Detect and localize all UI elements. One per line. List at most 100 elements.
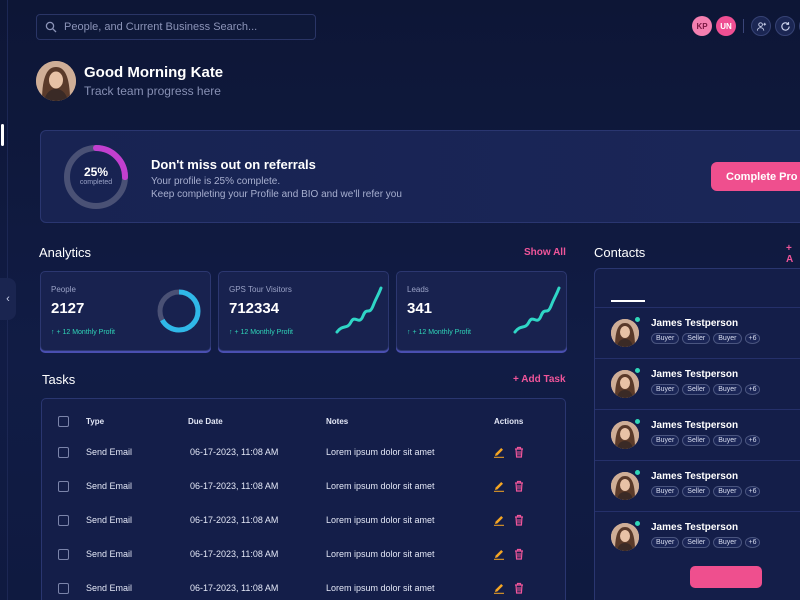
avatar: [611, 319, 639, 347]
edit-icon[interactable]: [493, 446, 505, 458]
delete-icon[interactable]: [513, 480, 525, 492]
stat-value: 341: [407, 300, 433, 317]
refresh-button[interactable]: [775, 16, 795, 36]
table-row[interactable]: Send Email 06-17-2023, 11:08 AM Lorem ip…: [42, 480, 567, 515]
contact-name: James Testperson: [651, 420, 739, 431]
row-checkbox[interactable]: [58, 447, 69, 458]
table-row[interactable]: Send Email 06-17-2023, 11:08 AM Lorem ip…: [42, 582, 567, 600]
task-notes: Lorem ipsum dolor sit amet: [326, 447, 435, 457]
column-header-actions: Actions: [494, 417, 524, 426]
contacts-title: Contacts: [594, 245, 646, 260]
tag: Buyer: [713, 333, 742, 344]
tag: Buyer: [651, 486, 680, 497]
add-task-link[interactable]: + Add Task: [513, 374, 566, 385]
contact-photo-icon: [611, 319, 639, 347]
more-tags-badge[interactable]: +6: [744, 537, 761, 548]
delete-icon[interactable]: [513, 548, 525, 560]
stat-card-people[interactable]: People 2127 ↑ + 12 Monthly Profit: [40, 271, 211, 351]
more-tags-badge[interactable]: +6: [744, 333, 761, 344]
referral-text-line1: Your profile is 25% complete.: [151, 176, 281, 187]
row-checkbox[interactable]: [58, 583, 69, 594]
stat-trend: ↑ + 12 Monthly Profit: [51, 329, 116, 336]
task-type: Send Email: [86, 447, 133, 457]
more-tags-badge[interactable]: +6: [744, 384, 761, 395]
contact-tags: Buyer Seller Buyer +6: [651, 537, 761, 548]
user-avatar-un[interactable]: UN: [716, 16, 736, 36]
list-item[interactable]: James Testperson Buyer Seller Buyer +6: [595, 358, 800, 409]
person-add-icon: [756, 21, 766, 31]
online-status-dot: [634, 418, 641, 425]
online-status-dot: [634, 469, 641, 476]
contact-name: James Testperson: [651, 318, 739, 329]
task-type: Send Email: [86, 549, 133, 559]
add-person-button[interactable]: [751, 16, 771, 36]
list-item[interactable]: James Testperson Buyer Seller Buyer +6: [595, 409, 800, 460]
tag: Buyer: [713, 486, 742, 497]
view-more-contacts-button[interactable]: [690, 566, 762, 588]
tag: Seller: [682, 384, 711, 395]
tag: Seller: [682, 333, 711, 344]
online-status-dot: [634, 520, 641, 527]
avatar: [611, 523, 639, 551]
sidebar-toggle-button[interactable]: ‹: [0, 278, 16, 320]
contact-photo-icon: [611, 421, 639, 449]
task-notes: Lorem ipsum dolor sit amet: [326, 549, 435, 559]
profile-avatar[interactable]: [36, 61, 76, 101]
refresh-icon: [780, 21, 790, 31]
task-notes: Lorem ipsum dolor sit amet: [326, 583, 435, 593]
complete-profile-button[interactable]: Complete Pro: [711, 162, 800, 191]
delete-icon[interactable]: [513, 514, 525, 526]
row-checkbox[interactable]: [58, 481, 69, 492]
edit-icon[interactable]: [493, 514, 505, 526]
more-tags-badge[interactable]: +6: [744, 435, 761, 446]
tasks-table: Type Due Date Notes Actions Send Email 0…: [41, 398, 566, 600]
referral-banner: 25% completed Don't miss out on referral…: [40, 130, 800, 223]
table-row[interactable]: Send Email 06-17-2023, 11:08 AM Lorem ip…: [42, 446, 567, 481]
user-avatar-kp[interactable]: KP: [692, 16, 712, 36]
stat-label: Leads: [407, 285, 429, 294]
people-donut-chart: [157, 289, 201, 333]
tag: Seller: [682, 435, 711, 446]
task-due-date: 06-17-2023, 11:08 AM: [190, 549, 279, 559]
edit-icon[interactable]: [493, 582, 505, 594]
list-item[interactable]: James Testperson Buyer Seller Buyer +6: [595, 307, 800, 358]
tag: Buyer: [651, 537, 680, 548]
add-contact-link[interactable]: + A: [786, 243, 794, 265]
contact-name: James Testperson: [651, 522, 739, 533]
edit-icon[interactable]: [493, 480, 505, 492]
profile-progress-ring: [64, 145, 128, 209]
task-type: Send Email: [86, 515, 133, 525]
stat-value: 2127: [51, 300, 85, 317]
list-item[interactable]: James Testperson Buyer Seller Buyer +6: [595, 511, 800, 562]
table-row[interactable]: Send Email 06-17-2023, 11:08 AM Lorem ip…: [42, 514, 567, 549]
row-checkbox[interactable]: [58, 549, 69, 560]
progress-percent: 25%: [83, 165, 109, 179]
edit-icon[interactable]: [493, 548, 505, 560]
contact-photo-icon: [611, 370, 639, 398]
tasks-title: Tasks: [42, 372, 76, 387]
list-item[interactable]: James Testperson Buyer Seller Buyer +6: [595, 460, 800, 511]
task-notes: Lorem ipsum dolor sit amet: [326, 481, 435, 491]
contact-tags: Buyer Seller Buyer +6: [651, 384, 761, 395]
online-status-dot: [634, 316, 641, 323]
show-all-link[interactable]: Show All: [524, 247, 566, 258]
contact-tags: Buyer Seller Buyer +6: [651, 486, 761, 497]
delete-icon[interactable]: [513, 582, 525, 594]
stat-card-leads[interactable]: Leads 341 ↑ + 12 Monthly Profit: [396, 271, 567, 351]
delete-icon[interactable]: [513, 446, 525, 458]
table-row[interactable]: Send Email 06-17-2023, 11:08 AM Lorem ip…: [42, 548, 567, 583]
select-all-checkbox[interactable]: [58, 416, 69, 427]
stat-card-gps-visitors[interactable]: GPS Tour Visitors 712334 ↑ + 12 Monthly …: [218, 271, 389, 351]
row-checkbox[interactable]: [58, 515, 69, 526]
tag: Buyer: [713, 435, 742, 446]
search-input[interactable]: [64, 21, 304, 33]
active-nav-indicator: [1, 124, 4, 146]
more-tags-badge[interactable]: +6: [744, 486, 761, 497]
referral-text-line2: Keep completing your Profile and BIO and…: [151, 189, 402, 200]
contact-name: James Testperson: [651, 471, 739, 482]
stat-trend: ↑ + 12 Monthly Profit: [229, 329, 294, 336]
search-bar[interactable]: [36, 14, 316, 40]
progress-caption: completed: [79, 179, 113, 186]
stat-label: People: [51, 285, 76, 294]
